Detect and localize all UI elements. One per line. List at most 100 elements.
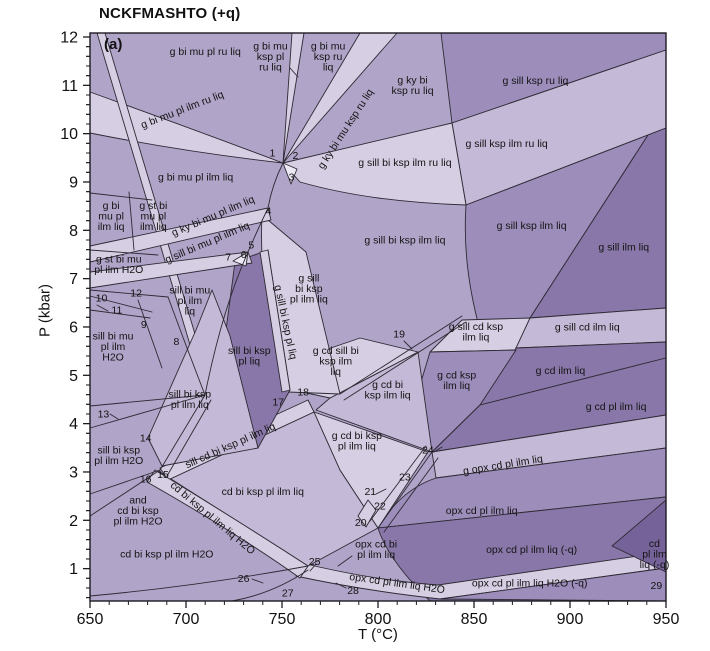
field-label: g cd sill bi ksp ilm liq	[313, 345, 359, 378]
phase-boundary	[403, 340, 413, 350]
field-label: opx cd pl ilm liq (-q)	[486, 544, 577, 556]
y-tick-label: 6	[69, 319, 78, 336]
field-label: opx cd pl ilm liq	[446, 505, 518, 517]
field-number: 23	[399, 471, 411, 483]
field-number: 1	[269, 147, 275, 159]
x-tick-label: 700	[173, 611, 200, 628]
field-label: g sill bi ksp ilm ru liq	[358, 157, 452, 169]
field-number: 16	[140, 474, 152, 486]
field-region	[282, 162, 298, 185]
phase-boundary	[337, 555, 353, 567]
field-label: g cd bi ksp pl ilm liq	[332, 430, 382, 453]
field-number: 10	[96, 292, 108, 304]
panel-label: (a)	[104, 36, 123, 53]
x-tick-label: 750	[269, 611, 296, 628]
field-number: 5	[248, 239, 254, 251]
figure-title: NCKFMASHTO (+q)	[99, 5, 241, 22]
field-label: g sill bi ksp pl ilm liq	[290, 272, 328, 305]
field-region	[232, 251, 249, 267]
field-label: g st bi mu pl ilm H2O	[94, 253, 143, 276]
y-tick-label: 1	[69, 561, 78, 578]
phase-boundary	[204, 251, 249, 396]
y-tick-label: 2	[69, 513, 78, 530]
field-label: g sill ksp ilm liq	[497, 220, 567, 232]
field-region	[146, 469, 309, 579]
field-label: g bi mu pl ilm liq	[158, 172, 233, 184]
phase-boundary	[96, 304, 109, 312]
phase-boundary	[89, 469, 161, 517]
field-number: 22	[374, 500, 386, 512]
phase-boundary	[89, 565, 309, 597]
phase-boundary	[289, 67, 299, 78]
x-tick-label: 800	[365, 611, 392, 628]
phase-boundary	[89, 394, 206, 407]
y-tick-label: 5	[69, 368, 78, 385]
field-label: g bi mu pl ilm liq	[98, 200, 125, 233]
field-label: g sill ilm liq	[598, 242, 649, 254]
field-number: 27	[282, 587, 294, 599]
field-number: 28	[347, 585, 359, 597]
phase-boundary	[89, 289, 169, 298]
field-label: g cd ksp ilm liq	[437, 369, 476, 392]
field-label: cd pl ilm liq (-q)	[640, 538, 670, 571]
field-number: 11	[111, 305, 122, 317]
field-number: 7	[225, 251, 231, 263]
field-label: g cd pl ilm liq	[586, 401, 647, 413]
field-number: 17	[272, 396, 284, 408]
field-region	[259, 249, 291, 393]
phase-boundary	[89, 249, 159, 256]
field-label: g sill ksp ru liq	[502, 75, 568, 87]
field-number: 19	[393, 329, 405, 341]
phase-boundary	[369, 445, 427, 522]
y-tick-label: 3	[69, 464, 78, 481]
field-label: g bi mu pl ru liq	[170, 46, 241, 58]
y-tick-label: 7	[69, 271, 78, 288]
field-label: g sill cd ilm liq	[555, 321, 620, 333]
phase-boundary	[309, 563, 317, 572]
field-label: g sill ksp ilm ru liq	[465, 138, 547, 150]
field-label: opx cd bi pl ilm liq	[355, 539, 397, 562]
field-label: g sill cd ksp ilm liq	[449, 321, 503, 344]
y-axis-label: P (kbar)	[36, 283, 54, 338]
phase-boundary	[89, 309, 151, 319]
field-number: 14	[140, 433, 152, 445]
field-number: 15	[157, 469, 169, 481]
phase-boundary	[383, 457, 439, 533]
field-label: g sill bi ksp ilm liq	[364, 234, 445, 246]
field-label: opx cd pl ilm liq H2O (-q)	[472, 578, 588, 590]
field-number: 25	[309, 556, 321, 568]
field-number: 6	[241, 249, 247, 261]
field-label: and cd bi ksp pl ilm H2O	[113, 495, 162, 528]
field-number: 18	[297, 387, 309, 399]
field-number: 2	[293, 150, 299, 162]
field-label: cd bi ksp pl ilm H2O	[120, 549, 213, 561]
phase-boundary	[377, 451, 433, 529]
y-tick-label: 12	[60, 30, 78, 47]
field-number: 26	[238, 573, 250, 585]
field-number: 4	[266, 205, 272, 217]
field-number: 24	[422, 445, 434, 457]
y-tick-label: 11	[61, 78, 78, 95]
field-label: g bi mu ksp ru liq	[311, 40, 346, 73]
field-number: 13	[98, 408, 110, 420]
phase-boundary	[89, 394, 206, 429]
field-number: 21	[364, 486, 376, 498]
field-label: g ky bi ksp ru liq	[392, 75, 434, 98]
field-label: sill bi mu pl ilm H2O	[93, 330, 134, 363]
x-tick-label: 850	[461, 611, 488, 628]
field-region	[357, 499, 377, 528]
field-number: 9	[141, 319, 147, 331]
field-number: 8	[173, 336, 179, 348]
phase-boundary	[375, 488, 387, 495]
phase-boundary	[231, 569, 309, 602]
field-label: sill bi ksp pl liq	[228, 345, 271, 368]
y-tick-label: 10	[60, 126, 78, 143]
phase-boundary	[251, 578, 264, 584]
phase-boundary	[335, 582, 347, 589]
field-label: sill bi ksp pl ilm H2O	[94, 444, 143, 467]
y-tick-label: 8	[69, 223, 78, 240]
field-label: sill bi ksp pl ilm liq	[169, 389, 212, 412]
field-label: cd bi ksp pl ilm liq	[222, 486, 304, 498]
field-number: 12	[130, 288, 142, 300]
phase-boundary	[166, 399, 212, 477]
